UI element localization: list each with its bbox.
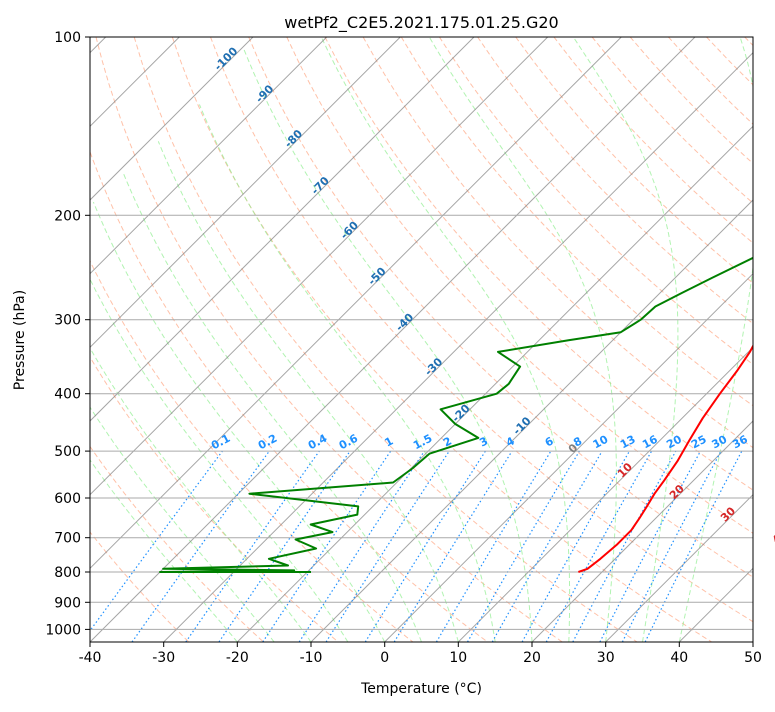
y-axis-label: Pressure (hPa)	[12, 290, 28, 390]
y-tick-label: 400	[54, 387, 81, 403]
x-tick-label: 50	[744, 650, 762, 666]
x-tick-label: 10	[449, 650, 467, 666]
x-axis: -40 -30 -20 -10 0 10 20 30 40 50	[79, 642, 762, 666]
y-tick-label: 200	[54, 208, 81, 224]
x-tick-label: 20	[523, 650, 541, 666]
x-tick-label: -30	[152, 650, 175, 666]
y-axis: 100 200 300 400 500 600 700 800 900 1000	[45, 30, 90, 638]
y-tick-label: 500	[54, 444, 81, 460]
y-tick-label: 900	[54, 595, 81, 611]
y-tick-label: 700	[54, 531, 81, 547]
x-tick-label: 0	[380, 650, 389, 666]
x-tick-label: -10	[300, 650, 323, 666]
y-tick-label: 100	[54, 30, 81, 46]
y-tick-label: 800	[54, 565, 81, 581]
x-tick-label: -20	[226, 650, 249, 666]
y-tick-label: 300	[54, 313, 81, 329]
isotherm	[753, 37, 775, 642]
y-tick-label: 600	[54, 491, 81, 507]
x-tick-label: -40	[79, 650, 102, 666]
x-tick-label: 40	[670, 650, 688, 666]
isotherm-label: 40	[770, 526, 775, 546]
x-tick-label: 30	[597, 650, 615, 666]
chart-title: wetPf2_C2E5.2021.175.01.25.G20	[284, 13, 558, 33]
x-axis-label: Temperature (°C)	[360, 681, 482, 697]
plot-background	[90, 37, 753, 642]
y-tick-label: 1000	[45, 622, 81, 638]
